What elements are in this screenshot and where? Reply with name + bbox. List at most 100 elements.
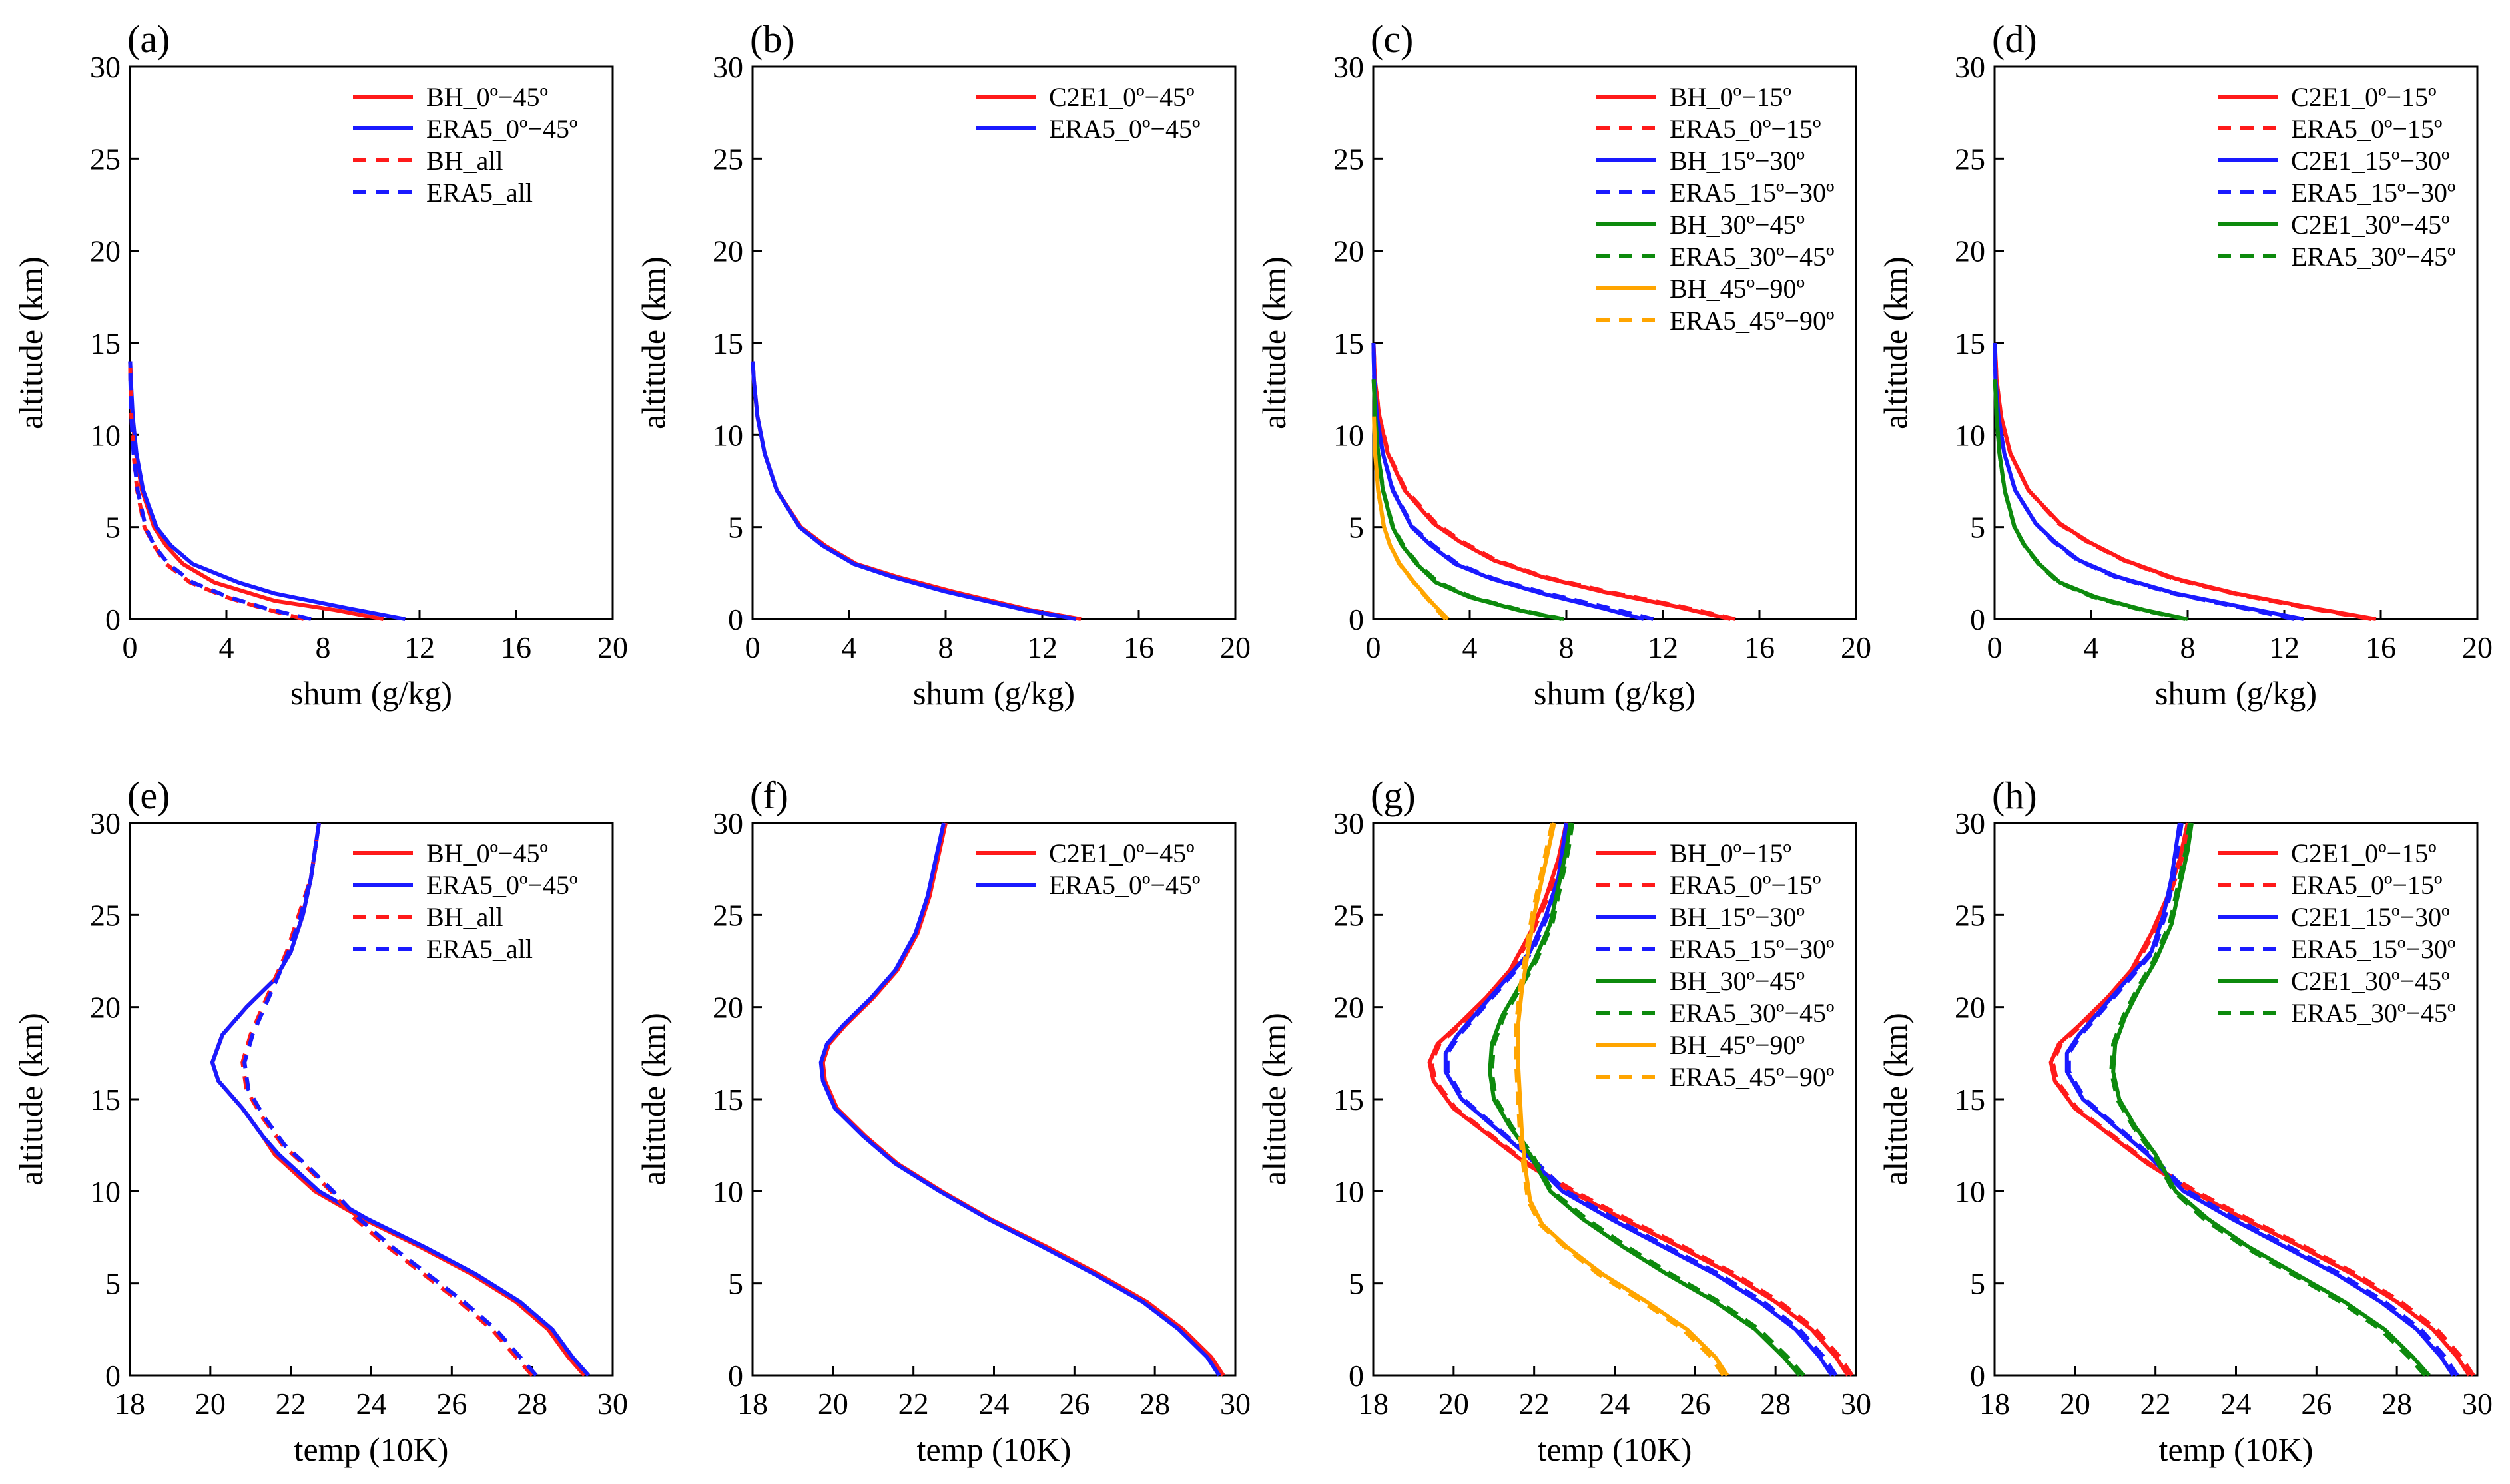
x-tick-label: 20 [1438,1387,1469,1421]
chart-panel: 18 20 22 24 26 28 30 0 5 10 15 20 25 30 temp (10K) alti… [1877,774,2493,1468]
x-tick-label: 0 [1366,630,1381,664]
x-axis-label: shum (g/kg) [913,674,1075,712]
y-tick-label: 20 [90,991,121,1025]
x-tick-label: 0 [123,630,138,664]
x-tick-label: 12 [1027,630,1058,664]
panel-label: (a) [127,17,170,61]
series-line [242,822,538,1377]
x-tick-label: 24 [2221,1387,2252,1421]
series-line [1371,379,1562,621]
legend-label: C2E1_0º−15º [2291,82,2436,112]
legend-label: BH_0º−45º [426,82,548,112]
y-tick-label: 15 [1955,326,1985,360]
legend-label: ERA5_0º−15º [1670,114,1821,144]
x-tick-label: 26 [1059,1387,1090,1421]
y-tick-label: 5 [105,1267,121,1301]
x-tick-label: 26 [1680,1387,1710,1421]
y-tick-label: 5 [1349,511,1364,545]
x-tick-label: 20 [597,630,628,664]
x-tick-label: 4 [219,630,234,664]
y-tick-label: 30 [1955,50,1985,84]
series-line [1490,822,1805,1377]
legend-label: ERA5_15º−30º [1670,934,1834,964]
legend-label: C2E1_0º−15º [2291,838,2436,868]
y-tick-label: 15 [1333,1083,1364,1116]
y-tick-label: 25 [1955,142,1985,176]
y-tick-label: 0 [105,1359,121,1393]
legend-label: BH_30º−45º [1670,966,1805,996]
y-tick-label: 30 [1333,806,1364,840]
y-axis-label: altitude (km) [1255,1013,1293,1186]
x-tick-label: 12 [2269,630,2300,664]
x-tick-label: 28 [2381,1387,2412,1421]
y-tick-label: 20 [1333,234,1364,268]
x-tick-label: 28 [1139,1387,1170,1421]
y-tick-label: 20 [1333,991,1364,1025]
series-line [2109,822,2427,1377]
x-tick-label: 24 [979,1387,1010,1421]
y-tick-label: 0 [1349,603,1364,636]
x-tick-label: 24 [1600,1387,1630,1421]
y-tick-label: 30 [713,50,743,84]
legend-label: BH_0º−15º [1670,838,1791,868]
y-tick-label: 10 [1333,418,1364,452]
legend-label: ERA5_all [426,178,533,208]
y-tick-label: 15 [713,1083,743,1116]
x-tick-label: 26 [2301,1387,2332,1421]
y-tick-label: 5 [728,1267,743,1301]
x-tick-label: 4 [1462,630,1478,664]
x-axis-label: temp (10K) [2159,1431,2314,1468]
y-tick-label: 10 [1955,1174,1985,1208]
legend-label: C2E1_30º−45º [2291,966,2449,996]
chart-panel: 18 20 22 24 26 28 30 0 5 10 15 20 25 30 temp (10K) alti… [12,774,628,1468]
series-line [751,361,1077,621]
x-tick-label: 18 [1358,1387,1389,1421]
axes-box [129,65,614,620]
x-tick-label: 20 [2462,630,2493,664]
x-axis-label: shum (g/kg) [2155,674,2317,712]
y-axis-label: altitude (km) [1877,1013,1914,1186]
y-tick-label: 25 [90,142,121,176]
x-tick-label: 18 [1979,1387,2010,1421]
x-axis-label: temp (10K) [1538,1431,1692,1468]
y-tick-label: 0 [105,603,121,636]
legend-label: BH_all [426,146,503,176]
series-line [751,361,1082,621]
series-line [1516,822,1729,1377]
y-tick-label: 25 [90,898,121,932]
legend-label: ERA5_15º−30º [1670,178,1834,208]
x-tick-label: 20 [195,1387,226,1421]
legend-label: ERA5_all [426,934,533,964]
chart-panel: 0 4 8 12 16 20 0 5 10 15 20 25 30 shum (g/kg) altitude… [1255,17,1871,712]
x-tick-label: 20 [1220,630,1251,664]
y-tick-label: 25 [1333,142,1364,176]
x-tick-label: 22 [2140,1387,2171,1421]
y-tick-label: 30 [90,806,121,840]
x-tick-label: 20 [818,1387,848,1421]
series-line [1993,342,2304,621]
legend-label: ERA5_0º−45º [1049,870,1200,900]
legend-label: ERA5_0º−15º [1670,870,1821,900]
legend-label: ERA5_0º−15º [2291,114,2442,144]
y-tick-label: 5 [1970,511,1985,545]
x-tick-label: 8 [316,630,331,664]
legend-label: C2E1_0º−45º [1049,82,1194,112]
series-line [210,822,590,1377]
panel-label: (h) [1992,774,2037,817]
x-tick-label: 12 [1648,630,1678,664]
legend-label: ERA5_45º−90º [1670,1062,1834,1092]
y-tick-label: 5 [1970,1267,1985,1301]
y-tick-label: 25 [713,898,743,932]
panel-label: (c) [1371,17,1413,61]
y-tick-label: 30 [1955,806,1985,840]
legend-label: ERA5_30º−45º [1670,998,1834,1028]
legend-label: ERA5_15º−30º [2291,178,2455,208]
x-tick-label: 30 [1220,1387,1251,1421]
x-tick-label: 12 [404,630,435,664]
y-axis-label: altitude (km) [635,1013,672,1186]
y-tick-label: 10 [90,1174,121,1208]
series-line [1371,379,1565,621]
series-line [128,361,384,621]
series-line [820,822,1225,1377]
x-tick-label: 16 [501,630,531,664]
